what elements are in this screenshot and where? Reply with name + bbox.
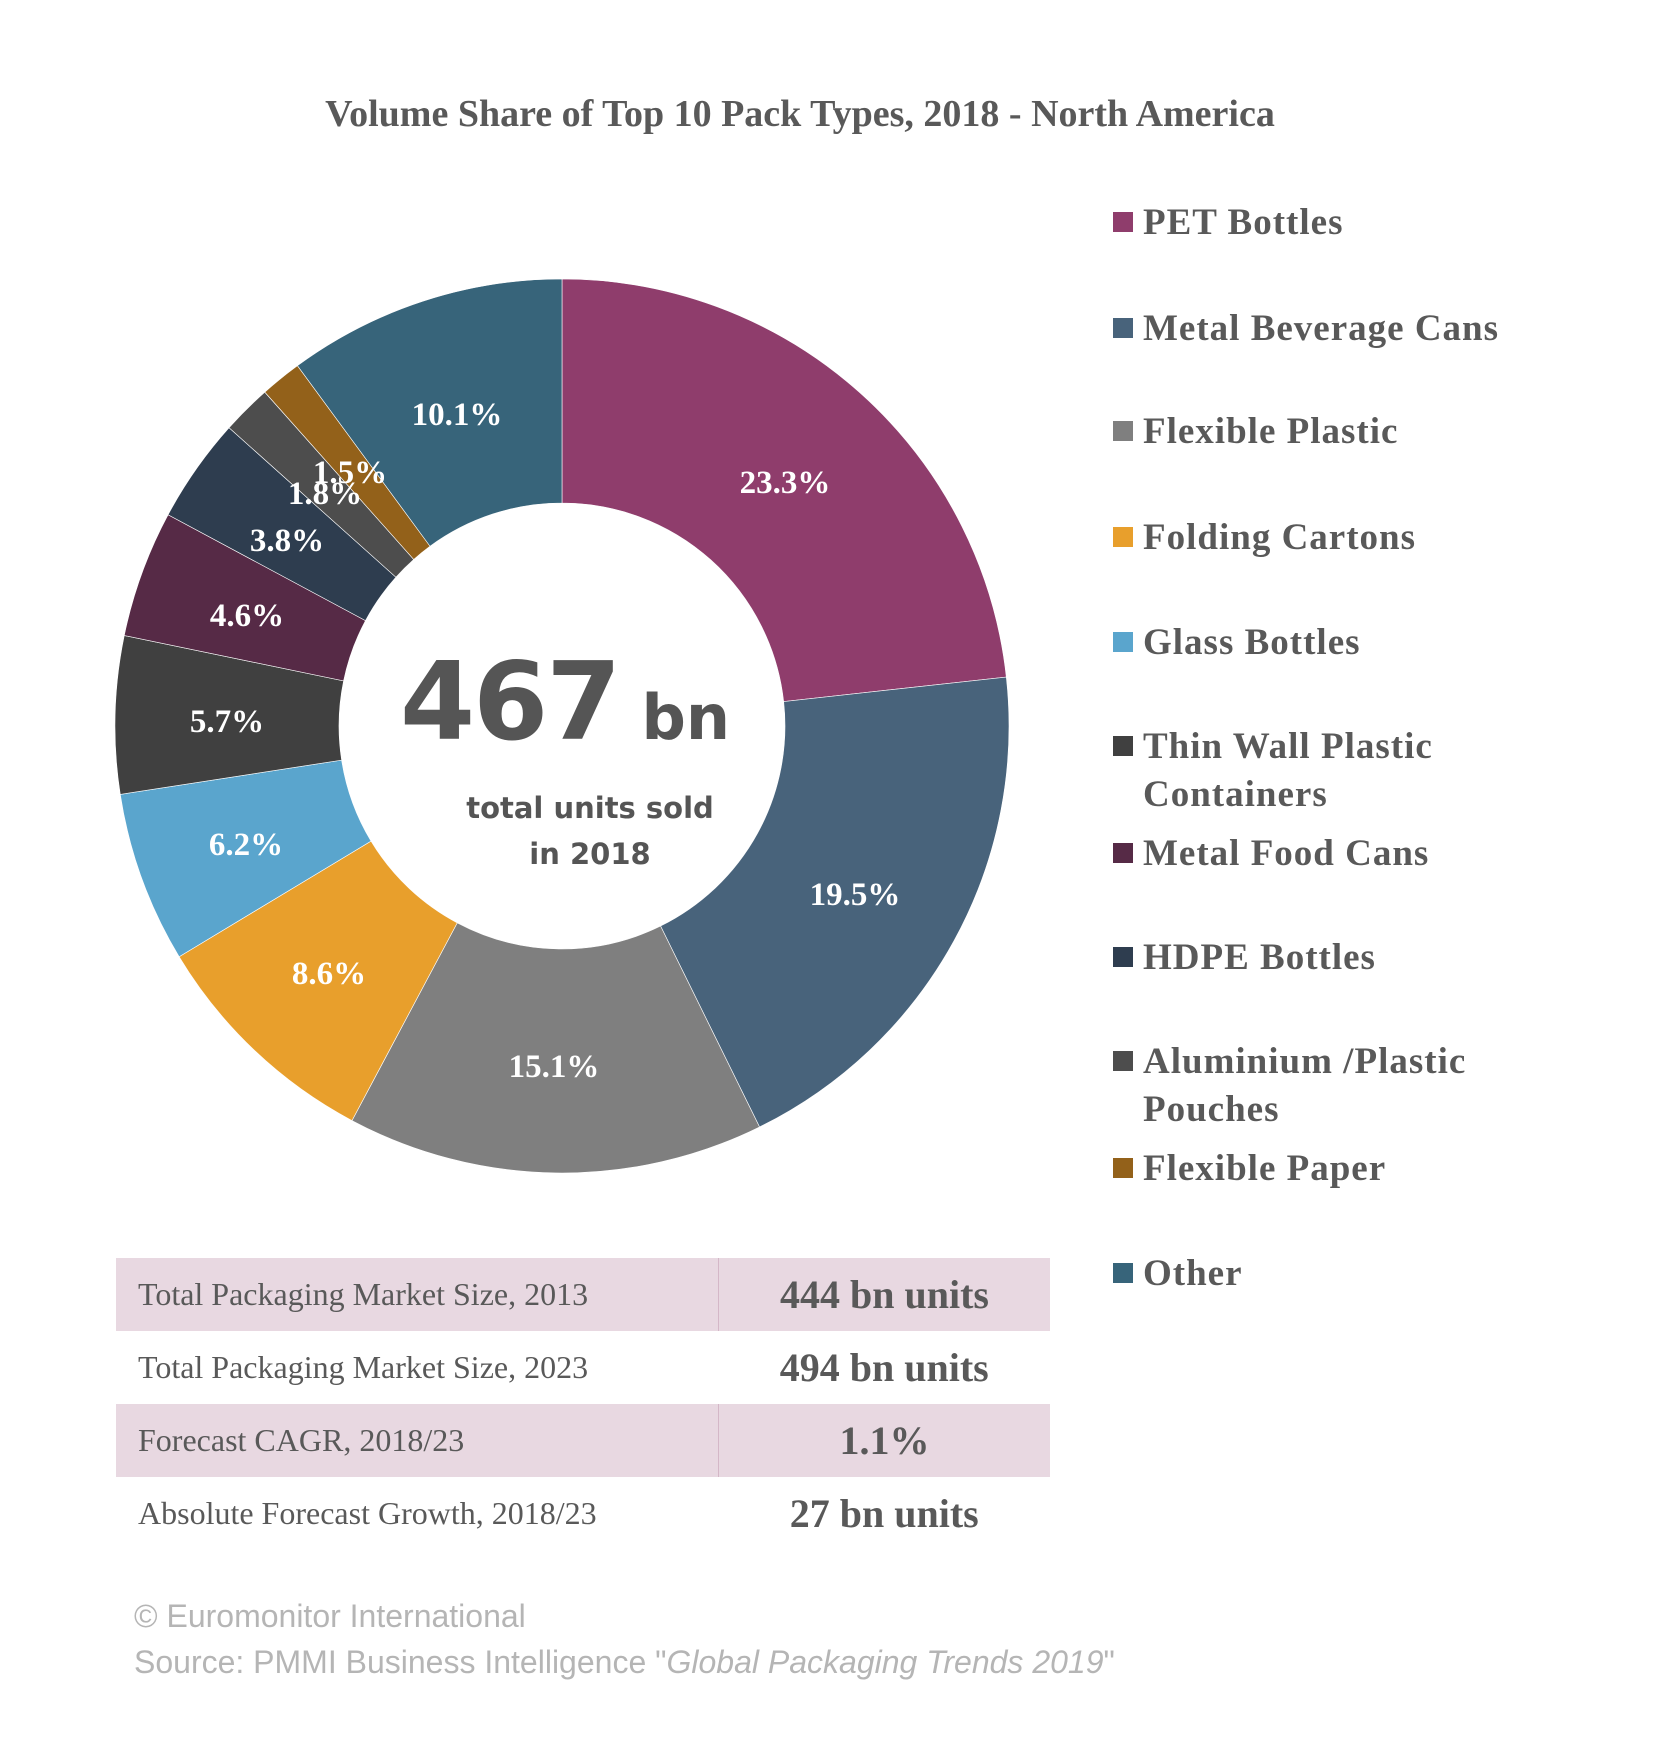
legend-item: Thin Wall Plastic Containers xyxy=(1113,723,1533,819)
chart-title: Volume Share of Top 10 Pack Types, 2018 … xyxy=(325,93,1275,135)
slice-label: 19.5% xyxy=(810,877,901,913)
center-total-value: 467 xyxy=(400,640,621,765)
slice-metal-beverage-cans xyxy=(660,676,1010,1128)
legend-item: Folding Cartons xyxy=(1113,514,1563,562)
stats-label: Total Packaging Market Size, 2023 xyxy=(138,1349,589,1385)
legend-swatch xyxy=(1113,1051,1133,1071)
slice-label: 15.1% xyxy=(509,1049,600,1085)
legend-label: Glass Bottles xyxy=(1143,622,1361,663)
stats-value: 494 bn units xyxy=(779,1345,989,1390)
legend-swatch xyxy=(1113,1263,1133,1283)
stats-value: 1.1% xyxy=(718,1404,1050,1477)
legend-label: Aluminium /Plastic Pouches xyxy=(1143,1041,1467,1130)
legend-label: PET Bottles xyxy=(1143,202,1344,243)
slice-other xyxy=(297,278,563,547)
legend-item: Metal Beverage Cans xyxy=(1113,305,1563,353)
legend-swatch xyxy=(1113,632,1133,652)
legend-swatch xyxy=(1113,843,1133,863)
legend-item: PET Bottles xyxy=(1113,199,1563,247)
legend-swatch xyxy=(1113,1158,1133,1178)
source-title: Global Packaging Trends 2019 xyxy=(666,1644,1104,1680)
slice-label: 5.7% xyxy=(190,704,264,740)
stats-row: Total Packaging Market Size, 2023 494 bn … xyxy=(116,1331,1050,1404)
legend-swatch xyxy=(1113,212,1133,232)
slice-label: 8.6% xyxy=(292,956,366,992)
slice-label: 1.5% xyxy=(313,455,387,491)
legend-label: Metal Food Cans xyxy=(1143,833,1430,874)
legend-label: HDPE Bottles xyxy=(1143,937,1376,978)
source-text: Source: PMMI Business Intelligence "Glob… xyxy=(134,1644,1115,1681)
slice-label: 1.8% xyxy=(288,476,362,512)
stats-value: 444 bn units xyxy=(718,1258,1050,1331)
legend-label: Flexible Paper xyxy=(1143,1148,1387,1189)
legend-item: Glass Bottles xyxy=(1113,619,1563,667)
legend-label: Flexible Plastic xyxy=(1143,411,1399,452)
legend-swatch xyxy=(1113,527,1133,547)
legend-swatch xyxy=(1113,736,1133,756)
legend-item: Aluminium /Plastic Pouches xyxy=(1113,1038,1533,1134)
legend-label: Other xyxy=(1143,1253,1243,1294)
slice-label: 23.3% xyxy=(740,465,831,501)
source-prefix: Source: PMMI Business Intelligence " xyxy=(134,1644,667,1680)
slice-label: 4.6% xyxy=(210,598,284,634)
legend-item: Metal Food Cans xyxy=(1113,830,1563,878)
source-suffix: " xyxy=(1103,1644,1115,1680)
legend-label: Metal Beverage Cans xyxy=(1143,308,1500,349)
center-caption-line2: in 2018 xyxy=(529,837,651,871)
legend-item: HDPE Bottles xyxy=(1113,934,1563,982)
legend-item: Flexible Plastic xyxy=(1113,408,1563,456)
legend-label: Folding Cartons xyxy=(1143,517,1417,558)
stats-table: Total Packaging Market Size, 2013 444 bn … xyxy=(116,1258,1050,1550)
slice-pet-bottles xyxy=(561,278,1007,702)
legend-item: Flexible Paper xyxy=(1113,1145,1563,1193)
slice-label: 3.8% xyxy=(250,523,324,559)
center-caption: total units sold in 2018 xyxy=(390,785,790,877)
legend-swatch xyxy=(1113,318,1133,338)
stats-label: Forecast CAGR, 2018/23 xyxy=(116,1404,719,1477)
legend-swatch xyxy=(1113,421,1133,441)
center-total-unit: bn xyxy=(641,681,730,754)
slice-label: 6.2% xyxy=(209,827,283,863)
copyright-text: © Euromonitor International xyxy=(134,1598,526,1634)
center-caption-line1: total units sold xyxy=(466,791,714,825)
legend-swatch xyxy=(1113,947,1133,967)
stats-value: 27 bn units xyxy=(789,1491,979,1536)
legend-label: Thin Wall Plastic Containers xyxy=(1143,726,1433,815)
stats-row: Forecast CAGR, 2018/23 1.1% xyxy=(116,1404,1050,1477)
stats-label: Total Packaging Market Size, 2013 xyxy=(116,1258,719,1331)
legend-item: Other xyxy=(1113,1250,1563,1298)
stats-row: Total Packaging Market Size, 2013 444 bn … xyxy=(116,1258,1050,1331)
stats-row: Absolute Forecast Growth, 2018/23 27 bn u… xyxy=(116,1477,1050,1550)
center-total: 467 bn xyxy=(340,640,790,765)
slice-flexible-plastic xyxy=(351,922,760,1174)
slice-label: 10.1% xyxy=(412,397,503,433)
stats-label: Absolute Forecast Growth, 2018/23 xyxy=(138,1495,597,1531)
